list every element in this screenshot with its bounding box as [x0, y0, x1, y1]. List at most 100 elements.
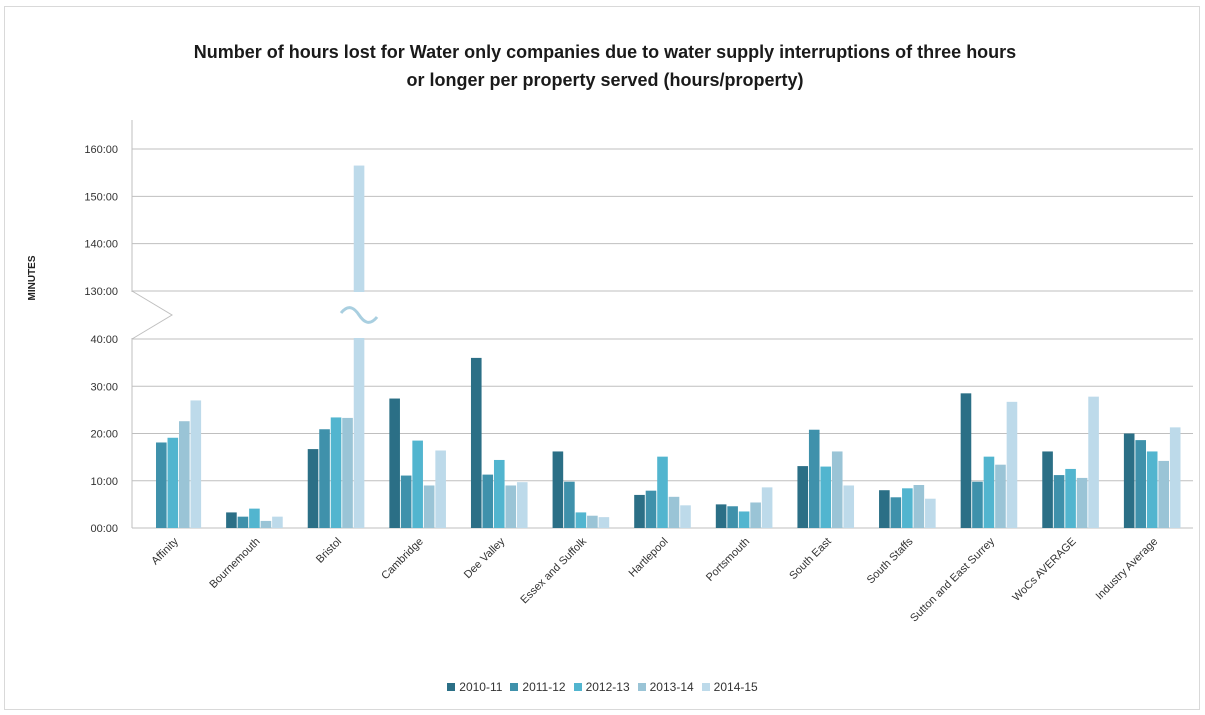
bar — [260, 520, 272, 528]
bar — [1065, 468, 1076, 528]
chart-frame — [4, 6, 1200, 710]
x-tick-label: South Staffs — [865, 535, 916, 586]
y-axis-label: MINUTES — [27, 255, 38, 300]
bar — [319, 429, 330, 528]
bar — [890, 497, 902, 528]
bar — [237, 516, 249, 528]
bar — [797, 466, 809, 528]
legend-swatch — [510, 682, 519, 691]
y-tick-label: 40:00 — [90, 334, 118, 346]
x-tick-label: South East — [787, 536, 834, 583]
bar — [423, 485, 435, 528]
bar — [1006, 401, 1018, 528]
legend-label: 2011-12 — [522, 679, 566, 694]
bar — [575, 512, 587, 528]
bar — [493, 459, 505, 528]
bar — [1088, 396, 1099, 528]
x-tick-label: Affinity — [149, 535, 181, 567]
x-tick-label: Bristol — [314, 536, 344, 566]
bar — [482, 474, 494, 528]
legend-label: 2014-15 — [713, 679, 758, 694]
legend-item: 2011-12 — [510, 679, 566, 694]
chart-title-line-1: Number of hours lost for Water only comp… — [193, 42, 1017, 62]
y-tick-label: 140:00 — [84, 239, 118, 251]
legend: 2010-11 2011-12 2012-13 2013-14 2014-15 — [0, 679, 1205, 694]
bar — [412, 440, 423, 528]
legend-item: 2010-11 — [447, 679, 502, 694]
y-tick-label: 160:00 — [84, 144, 118, 156]
x-tick-label: Cambridge — [379, 536, 426, 583]
bar — [750, 502, 761, 528]
bar — [761, 487, 773, 528]
bar — [902, 488, 913, 528]
y-tick-label: 150:00 — [84, 191, 118, 203]
bar — [983, 456, 995, 528]
bar — [190, 400, 202, 528]
axis-break-gap — [128, 292, 136, 338]
bar — [960, 393, 972, 528]
bar — [1076, 477, 1088, 528]
bar — [1123, 433, 1135, 528]
y-tick-labels: 00:00 10:00 20:00 30:00 40:00 130:00 140:00 150… — [84, 144, 118, 535]
y-tick-label: 130:00 — [84, 286, 118, 298]
bar — [505, 485, 517, 528]
bar — [1053, 475, 1065, 528]
bar — [1146, 451, 1158, 528]
bar — [1042, 451, 1053, 528]
bar — [879, 490, 890, 528]
bar — [995, 464, 1006, 528]
bar — [353, 165, 365, 529]
bar — [1158, 460, 1169, 528]
x-tick-label: Essex and Suffolk — [518, 535, 589, 606]
bar — [342, 417, 353, 528]
bar — [587, 515, 598, 528]
y-tick-label: 30:00 — [90, 381, 118, 393]
x-tick-label: Dee Valley — [462, 535, 508, 581]
axis-break-wave — [339, 306, 379, 324]
legend-swatch — [637, 682, 646, 691]
legend-item: 2014-15 — [701, 679, 758, 694]
bar — [843, 485, 855, 528]
bar — [330, 417, 342, 528]
bar — [913, 485, 925, 528]
bar — [727, 506, 738, 528]
x-tick-label: Hartlepool — [627, 536, 671, 580]
legend-label: 2012-13 — [585, 679, 630, 694]
legend-label: 2010-11 — [459, 679, 503, 694]
bar — [831, 451, 843, 528]
x-tick-label: Portsmouth — [704, 536, 752, 584]
x-tick-label: Bournemouth — [207, 536, 262, 591]
chart-title: Number of hours lost for Water only comp… — [0, 38, 1205, 94]
bar — [738, 511, 750, 528]
bar — [598, 517, 610, 528]
bars — [156, 165, 1181, 529]
legend-swatch — [573, 682, 582, 691]
legend-swatch — [447, 682, 456, 691]
legend-swatch — [701, 682, 710, 691]
legend-label: 2013-14 — [649, 679, 694, 694]
bar — [389, 398, 400, 528]
bar — [972, 481, 983, 528]
bar — [156, 442, 167, 528]
y-tick-label: 10:00 — [90, 476, 118, 488]
chart-title-line-2: or longer per property served (hours/pro… — [406, 70, 804, 90]
bar — [820, 466, 832, 528]
x-tick-label: Sutton and East Surrey — [908, 535, 997, 624]
bar — [435, 450, 446, 528]
x-tick-labels: Affinity Bournemouth Bristol Cambridge Dee V… — [149, 535, 1160, 624]
bar — [564, 481, 575, 528]
bar — [470, 357, 482, 528]
bar — [307, 449, 319, 528]
y-tick-label: 20:00 — [90, 429, 118, 441]
legend-item: 2013-14 — [637, 679, 694, 694]
bar — [226, 512, 237, 528]
bar — [249, 508, 260, 528]
bar — [657, 456, 668, 528]
bar — [1135, 440, 1146, 528]
bar — [516, 482, 528, 528]
bar — [925, 498, 936, 528]
bar — [715, 504, 727, 528]
bar — [808, 429, 820, 528]
bar — [272, 516, 283, 528]
bar — [552, 451, 564, 528]
